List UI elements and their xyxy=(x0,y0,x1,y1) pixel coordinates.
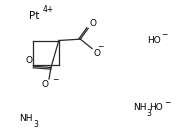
Text: HO: HO xyxy=(149,104,163,112)
Text: Pt: Pt xyxy=(29,11,40,21)
Text: HO: HO xyxy=(147,36,161,45)
Text: −: − xyxy=(53,75,59,84)
Text: 4+: 4+ xyxy=(43,5,54,14)
Text: −: − xyxy=(161,31,168,40)
Text: −: − xyxy=(165,98,171,107)
Text: O: O xyxy=(25,56,32,65)
Text: −: − xyxy=(98,43,104,51)
Text: 3: 3 xyxy=(147,109,152,118)
Text: O: O xyxy=(90,19,97,28)
Text: 3: 3 xyxy=(33,120,38,129)
Text: NH: NH xyxy=(133,104,147,112)
Text: O: O xyxy=(41,80,48,89)
Text: O: O xyxy=(93,49,100,58)
Text: NH: NH xyxy=(20,114,33,123)
